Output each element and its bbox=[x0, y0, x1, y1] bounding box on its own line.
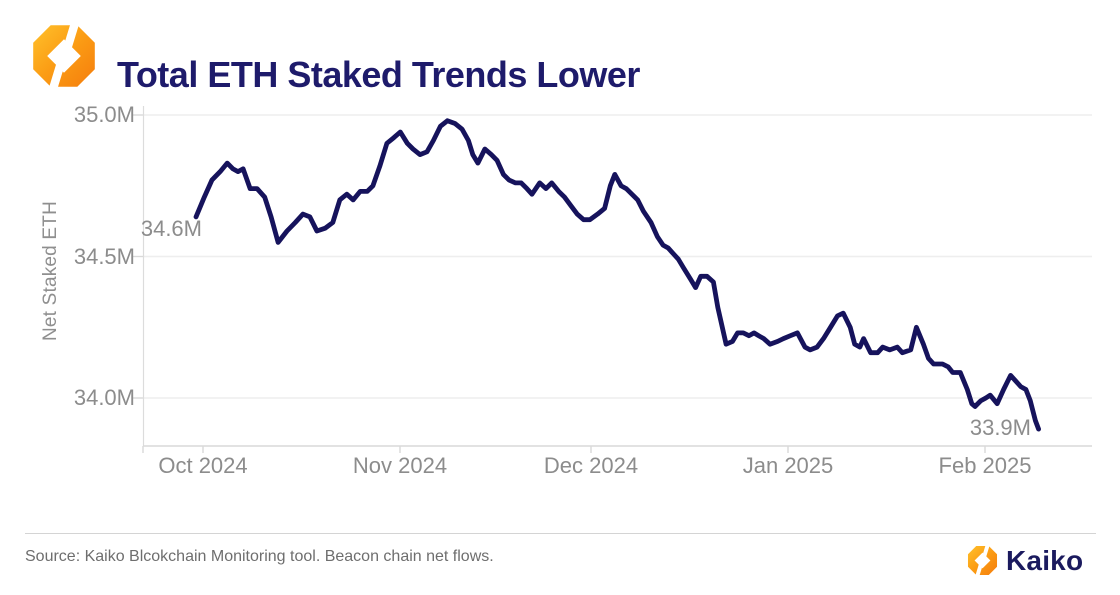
kaiko-logo-icon bbox=[33, 21, 95, 91]
footer-divider bbox=[25, 533, 1096, 534]
x-tick-label: Feb 2025 bbox=[938, 453, 1032, 478]
page-title: Total ETH Staked Trends Lower bbox=[117, 54, 640, 96]
x-tick-label: Dec 2024 bbox=[543, 453, 639, 478]
x-tick-label: Jan 2025 bbox=[742, 453, 834, 478]
source-text: Source: Kaiko Blcokchain Monitoring tool… bbox=[25, 548, 494, 565]
annotation-start-value: 34.6M bbox=[140, 216, 202, 241]
kaiko-wordmark: Kaiko bbox=[1006, 544, 1084, 576]
kaiko-footer-logo-icon bbox=[967, 544, 998, 577]
y-tick-label: 34.5M bbox=[73, 243, 135, 269]
x-tick-label: Nov 2024 bbox=[352, 453, 448, 478]
x-tick-label: Oct 2024 bbox=[158, 453, 248, 478]
y-axis-title: Net Staked ETH bbox=[40, 200, 61, 342]
annotation-end-value: 33.9M bbox=[969, 415, 1031, 440]
y-tick-label: 34.0M bbox=[73, 385, 135, 410]
y-tick-label: 35.0M bbox=[73, 102, 135, 127]
brand-lockup: Kaiko bbox=[966, 544, 1083, 577]
series-line bbox=[193, 118, 1041, 432]
